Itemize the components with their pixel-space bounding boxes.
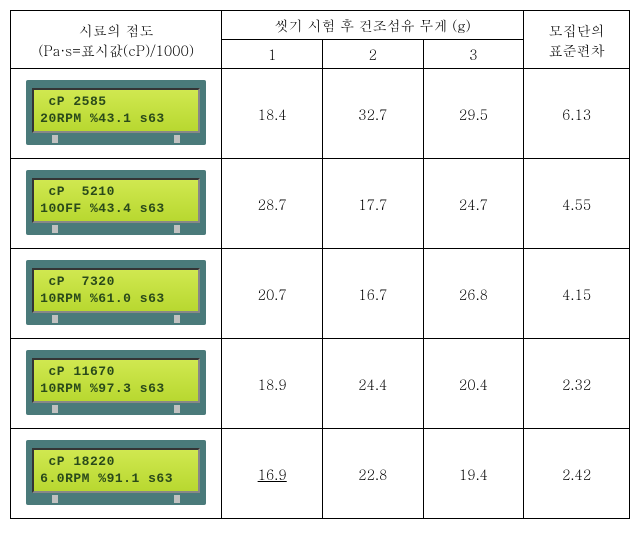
- cell-value-1: 28.7: [222, 159, 323, 249]
- cell-value-2: 16.7: [323, 249, 424, 339]
- header-stddev-line2: 표준편차: [549, 40, 605, 60]
- header-stddev-line1: 모집단의: [549, 20, 605, 40]
- lcd-screen: cP 18220 6.0RPM %91.1 s63: [32, 448, 200, 494]
- header-sample-2: 2: [323, 40, 424, 69]
- lcd-line1: cP 7320: [40, 274, 115, 289]
- viscosity-data-table: 시료의 점도 (Pa·s=표시값(cP)/1000) 씻기 시험 후 건조섬유 …: [10, 10, 630, 519]
- header-viscosity-line1: 시료의 점도: [79, 20, 154, 40]
- lcd-line1: cP 2585: [40, 94, 106, 109]
- cell-lcd-1: cP 5210 10OFF %43.4 s63: [11, 159, 222, 249]
- cell-value-2: 32.7: [323, 69, 424, 159]
- header-viscosity-line2: (Pa·s=표시값(cP)/1000): [38, 40, 194, 60]
- header-sample-3: 3: [423, 40, 524, 69]
- lcd-feet: [32, 315, 200, 323]
- table-row: cP 5210 10OFF %43.4 s63 28.7 17.7 24.7 4…: [11, 159, 630, 249]
- cell-lcd-4: cP 18220 6.0RPM %91.1 s63: [11, 429, 222, 519]
- table-row: cP 7320 10RPM %61.0 s63 20.7 16.7 26.8 4…: [11, 249, 630, 339]
- header-viscosity: 시료의 점도 (Pa·s=표시값(cP)/1000): [11, 11, 222, 69]
- lcd-line2: 20RPM %43.1 s63: [40, 111, 165, 126]
- lcd-screen: cP 7320 10RPM %61.0 s63: [32, 268, 200, 314]
- lcd-line1: cP 11670: [40, 364, 115, 379]
- lcd-device: cP 5210 10OFF %43.4 s63: [26, 170, 206, 236]
- lcd-feet: [32, 225, 200, 233]
- cell-lcd-2: cP 7320 10RPM %61.0 s63: [11, 249, 222, 339]
- cell-value-2: 24.4: [323, 339, 424, 429]
- cell-value-1: 18.9: [222, 339, 323, 429]
- cell-value-1: 18.4: [222, 69, 323, 159]
- header-sample-1: 1: [222, 40, 323, 69]
- lcd-feet: [32, 405, 200, 413]
- cell-lcd-0: cP 2585 20RPM %43.1 s63: [11, 69, 222, 159]
- lcd-device: cP 7320 10RPM %61.0 s63: [26, 260, 206, 326]
- table-body: cP 2585 20RPM %43.1 s63 18.4 32.7 29.5 6…: [11, 69, 630, 519]
- cell-value-3: 24.7: [423, 159, 524, 249]
- table-row: cP 2585 20RPM %43.1 s63 18.4 32.7 29.5 6…: [11, 69, 630, 159]
- cell-stddev: 4.15: [524, 249, 630, 339]
- header-weight: 씻기 시험 후 건조섬유 무게 (g): [222, 11, 524, 40]
- cell-stddev: 4.55: [524, 159, 630, 249]
- table-row: cP 18220 6.0RPM %91.1 s63 16.9 22.8 19.4…: [11, 429, 630, 519]
- underlined-value: 16.9: [258, 464, 287, 484]
- cell-stddev: 6.13: [524, 69, 630, 159]
- cell-stddev: 2.32: [524, 339, 630, 429]
- cell-value-3: 20.4: [423, 339, 524, 429]
- cell-value-2: 17.7: [323, 159, 424, 249]
- header-stddev: 모집단의 표준편차: [524, 11, 630, 69]
- lcd-feet: [32, 135, 200, 143]
- cell-value-3: 26.8: [423, 249, 524, 339]
- lcd-line2: 6.0RPM %91.1 s63: [40, 471, 173, 486]
- lcd-device: cP 2585 20RPM %43.1 s63: [26, 80, 206, 146]
- cell-value-3: 29.5: [423, 69, 524, 159]
- cell-value-1: 20.7: [222, 249, 323, 339]
- cell-value-3: 19.4: [423, 429, 524, 519]
- lcd-feet: [32, 495, 200, 503]
- lcd-line1: cP 18220: [40, 454, 115, 469]
- cell-value-1: 16.9: [222, 429, 323, 519]
- lcd-line2: 10RPM %61.0 s63: [40, 291, 165, 306]
- lcd-line2: 10OFF %43.4 s63: [40, 201, 165, 216]
- lcd-line1: cP 5210: [40, 184, 115, 199]
- lcd-device: cP 11670 10RPM %97.3 s63: [26, 350, 206, 416]
- table-row: cP 11670 10RPM %97.3 s63 18.9 24.4 20.4 …: [11, 339, 630, 429]
- lcd-line2: 10RPM %97.3 s63: [40, 381, 165, 396]
- cell-lcd-3: cP 11670 10RPM %97.3 s63: [11, 339, 222, 429]
- lcd-screen: cP 5210 10OFF %43.4 s63: [32, 178, 200, 224]
- lcd-screen: cP 11670 10RPM %97.3 s63: [32, 358, 200, 404]
- cell-stddev: 2.42: [524, 429, 630, 519]
- lcd-device: cP 18220 6.0RPM %91.1 s63: [26, 440, 206, 506]
- lcd-screen: cP 2585 20RPM %43.1 s63: [32, 88, 200, 134]
- cell-value-2: 22.8: [323, 429, 424, 519]
